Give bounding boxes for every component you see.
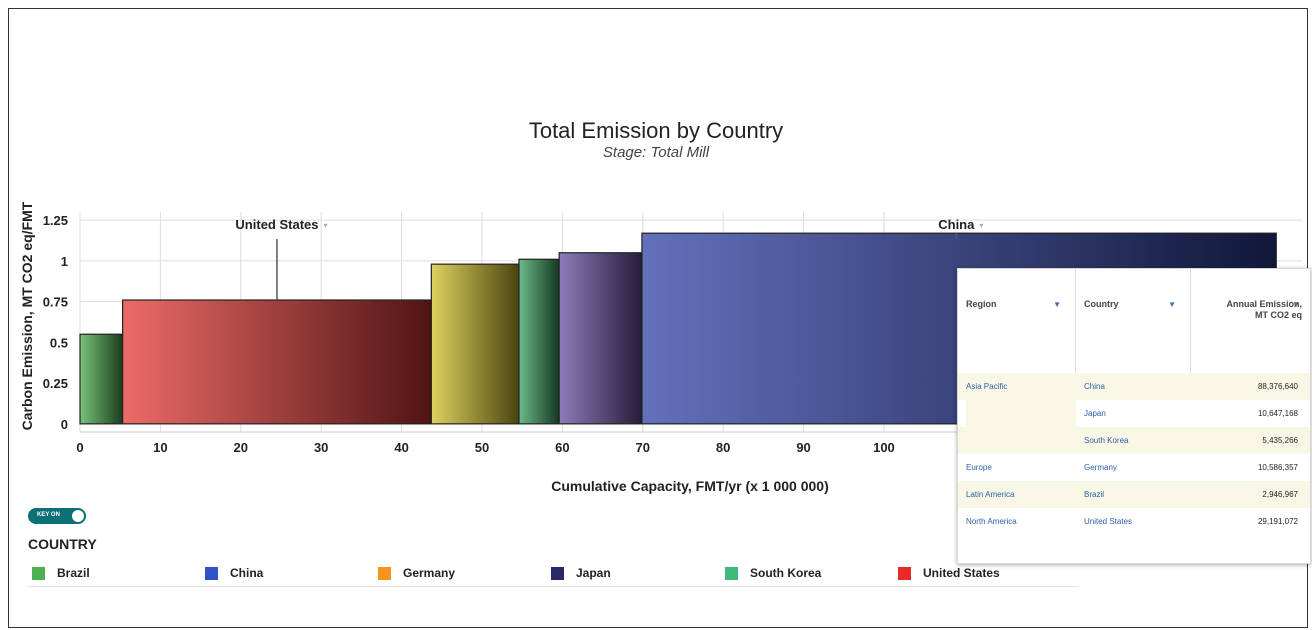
bar bbox=[430, 263, 520, 425]
header-country[interactable]: Country ▼ bbox=[1076, 269, 1191, 373]
emission-table: Region ▼ Country ▼ Annual Emission, MT C… bbox=[957, 268, 1311, 564]
filter-icon[interactable]: ▼ bbox=[1168, 300, 1176, 309]
legend-item-china[interactable]: China bbox=[205, 566, 263, 580]
table-row[interactable]: North America United States 29,191,072 bbox=[958, 508, 1310, 535]
filter-icon[interactable]: ▼ bbox=[1292, 300, 1300, 309]
annotation-marker-icon: ▾ bbox=[979, 221, 983, 230]
bar bbox=[122, 299, 432, 425]
table-row[interactable]: South Korea 5,435,266 bbox=[958, 427, 1310, 454]
chart-title: Total Emission by Country bbox=[528, 118, 784, 143]
header-region[interactable]: Region ▼ bbox=[958, 269, 1076, 373]
annotation-label: China bbox=[938, 217, 975, 232]
legend-swatch bbox=[551, 566, 564, 580]
table-row[interactable]: Latin America Brazil 2,946,967 bbox=[958, 481, 1310, 508]
x-tick-label: 90 bbox=[796, 440, 810, 455]
x-tick-label: 0 bbox=[76, 440, 83, 455]
chart-subtitle: Stage: Total Mill bbox=[602, 144, 710, 161]
tick-labels: 0 10 20 30 40 50 60 70 80 90 100 0 0.25 0.5 0.75 1 1.25 bbox=[43, 213, 895, 455]
x-tick-label: 80 bbox=[716, 440, 730, 455]
legend-swatch bbox=[378, 566, 391, 580]
legend-swatch bbox=[205, 566, 218, 580]
y-tick-label: 1.25 bbox=[43, 213, 68, 228]
y-tick-label: 0 bbox=[61, 417, 68, 432]
x-tick-label: 70 bbox=[636, 440, 650, 455]
legend-item-south-korea[interactable]: South Korea bbox=[725, 566, 821, 580]
legend-item-united-states[interactable]: United States bbox=[898, 566, 1000, 580]
annotation-marker-icon: ▾ bbox=[324, 221, 328, 230]
legend-label: China bbox=[230, 566, 264, 580]
filter-icon[interactable]: ▼ bbox=[1053, 300, 1061, 309]
annotations: United States ▾ China ▾ bbox=[235, 217, 983, 300]
x-axis-label: Cumulative Capacity, FMT/yr (x 1 000 000… bbox=[551, 478, 829, 494]
table-header: Region ▼ Country ▼ Annual Emission, MT C… bbox=[958, 269, 1310, 374]
y-tick-label: 0.25 bbox=[43, 376, 68, 391]
legend-swatch bbox=[725, 566, 738, 580]
y-tick-label: 1 bbox=[61, 254, 68, 269]
table-row[interactable]: Europe Germany 10,586,357 bbox=[958, 454, 1310, 481]
legend-label: Brazil bbox=[57, 566, 90, 580]
y-tick-label: 0.5 bbox=[50, 335, 68, 350]
legend-label: United States bbox=[923, 566, 1000, 580]
legend-item-japan[interactable]: Japan bbox=[551, 566, 611, 580]
bar bbox=[518, 258, 560, 425]
key-toggle[interactable]: KEY ON bbox=[28, 508, 86, 524]
legend-item-germany[interactable]: Germany bbox=[378, 566, 455, 580]
bar bbox=[79, 333, 124, 425]
legend-item-brazil[interactable]: Brazil bbox=[32, 566, 90, 580]
header-emission[interactable]: Annual Emission, MT CO2 eq ▼ bbox=[1226, 299, 1302, 320]
legend-label: Germany bbox=[403, 566, 456, 580]
legend: Brazil China Germany Japan South Korea U… bbox=[28, 566, 1078, 587]
legend-label: Japan bbox=[576, 566, 611, 580]
table-row[interactable]: Japan 10,647,168 bbox=[958, 400, 1310, 454]
toggle-knob bbox=[72, 510, 84, 522]
bar bbox=[558, 252, 643, 425]
y-tick-label: 0.75 bbox=[43, 295, 68, 310]
x-tick-label: 100 bbox=[873, 440, 895, 455]
legend-title: COUNTRY bbox=[28, 536, 97, 552]
x-tick-label: 10 bbox=[153, 440, 167, 455]
legend-swatch bbox=[32, 566, 45, 580]
legend-swatch bbox=[898, 566, 911, 580]
x-tick-label: 20 bbox=[234, 440, 248, 455]
legend-label: South Korea bbox=[750, 566, 822, 580]
x-tick-label: 50 bbox=[475, 440, 489, 455]
annotation-label: United States bbox=[235, 217, 318, 232]
x-tick-label: 40 bbox=[394, 440, 408, 455]
key-toggle-label: KEY ON bbox=[37, 512, 60, 518]
x-tick-label: 30 bbox=[314, 440, 328, 455]
x-tick-label: 60 bbox=[555, 440, 569, 455]
table-row[interactable]: Asia Pacific China 88,376,640 bbox=[958, 373, 1310, 400]
